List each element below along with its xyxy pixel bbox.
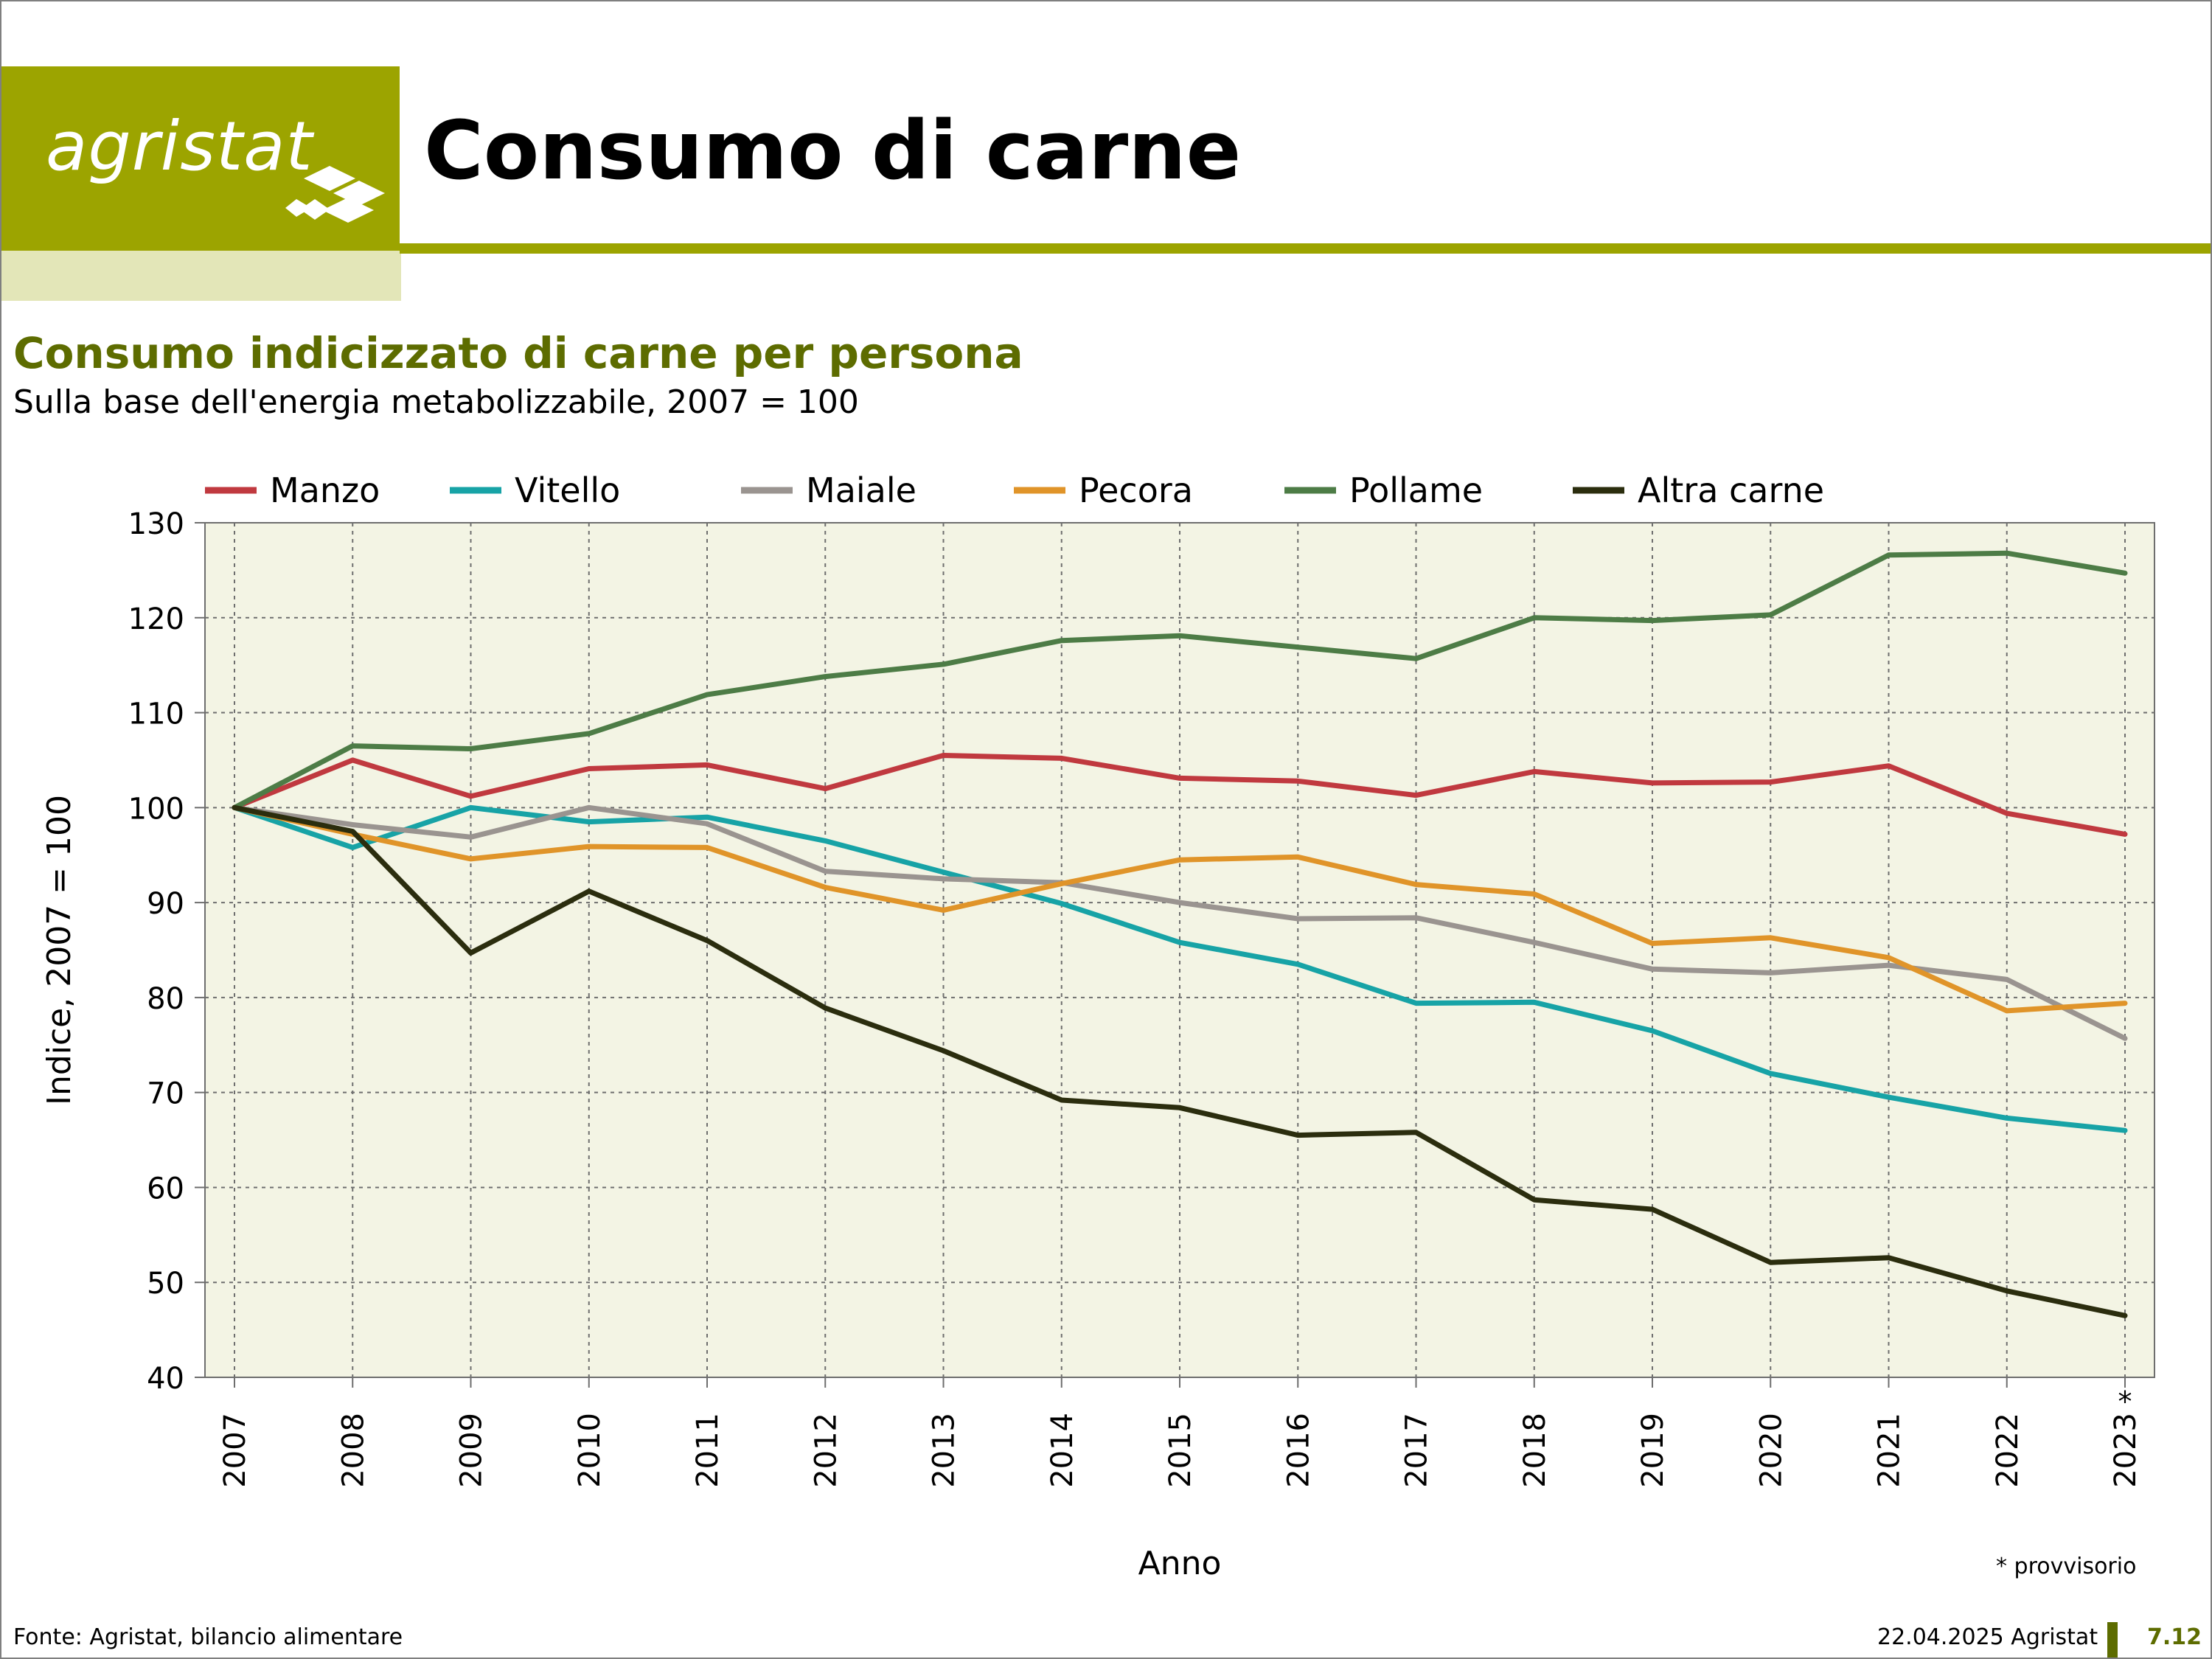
footer-page-number: 7.12 bbox=[2147, 1624, 2202, 1650]
x-tick-label: 2021 bbox=[1873, 1413, 1907, 1488]
x-tick-label: 2020 bbox=[1754, 1413, 1788, 1488]
x-tick-label: 2013 bbox=[928, 1413, 961, 1488]
x-tick-label: 2016 bbox=[1281, 1413, 1315, 1488]
x-axis-label: Anno bbox=[1138, 1545, 1222, 1582]
series-line-manzo bbox=[232, 753, 2128, 837]
legend-label: Vitello bbox=[515, 470, 620, 510]
x-tick-label: 2023 bbox=[2109, 1413, 2143, 1488]
x-tick-label: 2011 bbox=[691, 1413, 725, 1488]
provisional-note: * provvisorio bbox=[1996, 1554, 2137, 1579]
y-tick-label: 90 bbox=[147, 887, 184, 921]
x-tick-label: 2015 bbox=[1164, 1413, 1197, 1488]
legend-label: Pecora bbox=[1079, 470, 1193, 510]
y-tick-label: 110 bbox=[128, 698, 184, 731]
y-tick-label: 130 bbox=[128, 507, 184, 541]
y-tick-label: 100 bbox=[128, 792, 184, 826]
page-title: Consumo di carne bbox=[424, 103, 1242, 198]
x-tick-label: 2017 bbox=[1400, 1413, 1434, 1488]
x-tick-label: 2019 bbox=[1636, 1413, 1670, 1488]
legend-label: Manzo bbox=[270, 470, 380, 510]
line-chart: 40 50 60 70 80 90 100 110 120 130 2007 2008 2009 2010… bbox=[41, 470, 2155, 1582]
x-tick-label: 2022 bbox=[1991, 1413, 2025, 1488]
y-tick-label: 40 bbox=[147, 1362, 184, 1396]
series-line-maiale bbox=[232, 804, 2128, 1041]
y-tick-label: 50 bbox=[147, 1267, 184, 1301]
x-tick-label: 2010 bbox=[573, 1413, 607, 1488]
y-axis-label: Indice, 2007 = 100 bbox=[41, 795, 78, 1105]
logo-diamond-icon bbox=[285, 166, 385, 223]
logo-underband bbox=[1, 251, 401, 301]
series-line-pecora bbox=[232, 804, 2128, 1014]
plot-area bbox=[205, 523, 2154, 1377]
header-rule bbox=[400, 243, 2211, 254]
logo-wordmark: agristat bbox=[46, 107, 313, 186]
footer-source: Fonte: Agristat, bilancio alimentare bbox=[13, 1624, 403, 1650]
provisional-marker: * bbox=[2118, 1385, 2132, 1418]
x-tick-label: 2014 bbox=[1046, 1413, 1079, 1488]
legend-label: Maiale bbox=[806, 470, 917, 510]
x-tick-label: 2018 bbox=[1518, 1413, 1552, 1488]
plot-border bbox=[204, 522, 2155, 1378]
series-line-pollame bbox=[232, 550, 2128, 810]
chart-title: Consumo indicizzato di carne per persona bbox=[13, 328, 1023, 378]
chart-subtitle: Sulla base dell'energia metabolizzabile,… bbox=[13, 383, 859, 421]
series-line-altra-carne bbox=[232, 804, 2128, 1318]
agristat-logo: agristat bbox=[1, 66, 400, 251]
y-tick-label: 60 bbox=[147, 1172, 184, 1206]
footer-divider bbox=[2107, 1622, 2118, 1658]
x-tick-label: 2009 bbox=[455, 1413, 489, 1488]
legend-label: Pollame bbox=[1349, 470, 1483, 510]
y-tick-label: 80 bbox=[147, 982, 184, 1016]
x-tick-label: 2007 bbox=[218, 1413, 252, 1488]
y-tick-label: 120 bbox=[128, 602, 184, 636]
footer-date: 22.04.2025 Agristat bbox=[1877, 1624, 2098, 1650]
x-tick-label: 2012 bbox=[809, 1413, 843, 1488]
y-tick-label: 70 bbox=[147, 1077, 184, 1111]
legend-label: Altra carne bbox=[1638, 470, 1824, 510]
x-tick-label: 2008 bbox=[336, 1413, 370, 1488]
